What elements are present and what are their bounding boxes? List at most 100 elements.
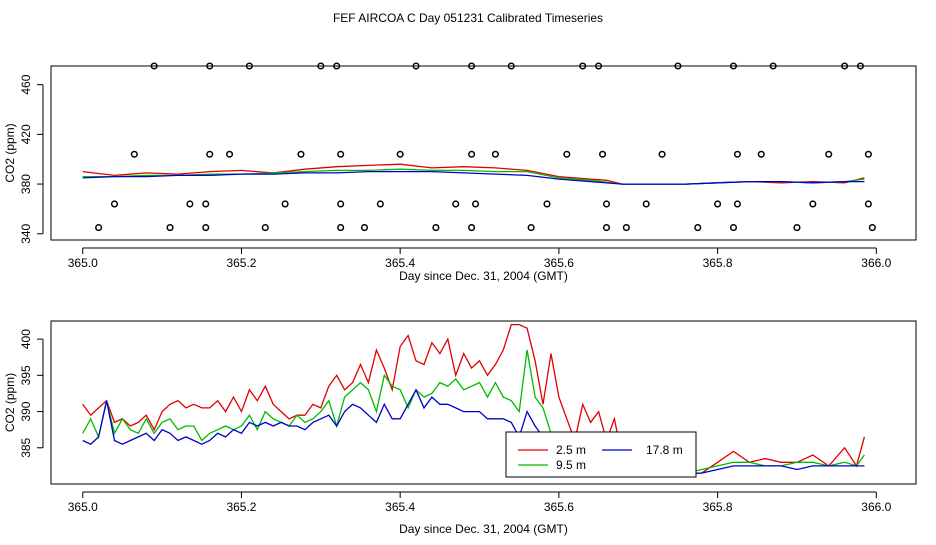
scatter-point (507, 62, 515, 70)
scatter-point (714, 200, 722, 208)
x-tick-label: 365.8 (703, 256, 733, 270)
bottom-series-layer (82, 323, 866, 474)
scatter-point (376, 200, 384, 208)
scatter-point (864, 200, 872, 208)
scatter-point (579, 62, 587, 70)
scatter-point (333, 62, 341, 70)
scatter-point (733, 150, 741, 158)
legend-label-17-8m: 17.8 m (646, 443, 683, 457)
x-tick-label: 365.4 (385, 256, 415, 270)
top-series-layer (82, 62, 876, 232)
scatter-point (337, 150, 345, 158)
bottom-x-axis: 365.0 365.2 365.4 365.6 365.8 366.0 (68, 491, 892, 514)
scatter-point (206, 62, 214, 70)
top-x-axis: 365.0 365.2 365.4 365.6 365.8 366.0 (68, 247, 892, 270)
scatter-point (563, 150, 571, 158)
y-tick-label: 400 (19, 329, 33, 349)
scatter-point (95, 224, 103, 232)
scatter-point (864, 150, 872, 158)
scatter-point (130, 150, 138, 158)
bottom-y-axis-label: CO2 (ppm) (3, 373, 17, 432)
scatter-point (297, 150, 305, 158)
scatter-point (622, 224, 630, 232)
scatter-point (468, 224, 476, 232)
scatter-point (206, 150, 214, 158)
scatter-point (527, 224, 535, 232)
x-tick-label: 365.0 (68, 500, 98, 514)
scatter-point (452, 200, 460, 208)
y-tick-label: 420 (19, 124, 33, 144)
scatter-point (468, 62, 476, 70)
bottom-x-axis-label: Day since Dec. 31, 2004 (GMT) (399, 522, 568, 536)
scatter-point (543, 200, 551, 208)
scatter-point (491, 150, 499, 158)
scatter-point (472, 200, 480, 208)
scatter-point (729, 62, 738, 70)
scatter-point (868, 224, 876, 232)
scatter-point (642, 200, 650, 208)
x-tick-label: 365.6 (544, 500, 574, 514)
x-tick-label: 365.6 (544, 256, 574, 270)
scatter-point (245, 62, 253, 70)
y-tick-label: 390 (19, 401, 33, 421)
scatter-point (337, 200, 345, 208)
scatter-point (261, 224, 269, 232)
x-tick-label: 366.0 (861, 500, 891, 514)
legend-label-2-5m: 2.5 m (556, 443, 586, 457)
x-tick-label: 365.0 (68, 256, 98, 270)
scatter-point (769, 62, 777, 70)
scatter-point (226, 150, 234, 158)
legend-label-9-5m: 9.5 m (556, 458, 586, 472)
x-tick-label: 365.4 (385, 500, 415, 514)
y-tick-label: 460 (19, 74, 33, 94)
bottom-plot-frame (50, 320, 917, 485)
scatter-point (825, 150, 833, 158)
top-y-axis-label: CO2 (ppm) (3, 123, 17, 182)
scatter-point (674, 62, 682, 70)
scatter-point (202, 200, 210, 208)
scatter-point (733, 200, 741, 208)
scatter-point (468, 150, 476, 158)
legend: 2.5 m 9.5 m 17.8 m (505, 431, 697, 478)
scatter-point (793, 224, 801, 232)
series-line-17-8-m (82, 170, 865, 185)
scatter-point (809, 200, 817, 208)
scatter-point (281, 200, 289, 208)
scatter-point (150, 62, 158, 70)
scatter-point (337, 224, 345, 232)
bottom-panel: 365.0 365.2 365.4 365.6 365.8 366.0 385 390 395… (3, 320, 917, 536)
y-tick-label: 340 (19, 223, 33, 243)
scatter-point (602, 200, 611, 208)
legend-box (505, 431, 697, 478)
scatter-point (658, 150, 666, 158)
scatter-point (598, 150, 607, 158)
top-y-axis: 340 380 420 460 (19, 74, 44, 244)
scatter-point (166, 224, 174, 232)
scatter-point (595, 62, 603, 70)
series-line-2-5-m (82, 323, 866, 474)
x-tick-label: 365.2 (226, 256, 256, 270)
x-tick-label: 366.0 (861, 256, 891, 270)
scatter-point (412, 62, 420, 70)
scatter-point (757, 150, 765, 158)
scatter-point (602, 224, 611, 232)
scatter-point (360, 224, 369, 232)
scatter-point (396, 150, 404, 158)
scatter-point (729, 224, 738, 232)
top-x-axis-label: Day since Dec. 31, 2004 (GMT) (399, 269, 568, 283)
top-panel: 365.0 365.2 365.4 365.6 365.8 366.0 340 380 420… (3, 62, 917, 283)
scatter-point (841, 62, 849, 70)
scatter-point (110, 200, 119, 208)
bottom-y-axis: 385 390 395 400 (19, 329, 44, 458)
scatter-point (694, 224, 702, 232)
y-tick-label: 385 (19, 437, 33, 457)
x-tick-label: 365.2 (226, 500, 256, 514)
y-tick-label: 380 (19, 174, 33, 194)
scatter-point (186, 200, 194, 208)
scatter-point (856, 62, 864, 70)
top-plot-frame (50, 65, 917, 241)
scatter-point (202, 224, 210, 232)
y-tick-label: 395 (19, 365, 33, 385)
